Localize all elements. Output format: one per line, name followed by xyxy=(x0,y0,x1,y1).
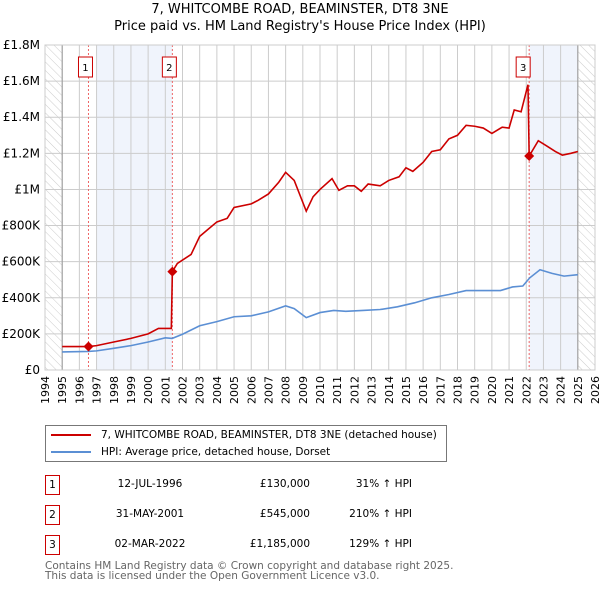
chart-title: 7, WHITCOMBE ROAD, BEAMINSTER, DT8 3NE xyxy=(151,2,449,17)
sale-label: 3 xyxy=(520,63,526,74)
price-chart: 1994 1995 1996 1997 1998 1999 2000 2001 2002 2003… xyxy=(2,38,600,404)
sale-price: £545,000 xyxy=(259,508,310,520)
sale-point xyxy=(167,266,178,277)
x-tick-label: 2018 xyxy=(452,376,465,404)
legend-item-hpi: HPI: Average price, detached house, Dors… xyxy=(46,444,330,460)
table-row: 2 31-MAY-2001 £545,000 210% ↑ HPI xyxy=(45,505,412,525)
x-tick-label: 2019 xyxy=(469,376,482,404)
legend-item-property: 7, WHITCOMBE ROAD, BEAMINSTER, DT8 3NE (… xyxy=(46,427,437,443)
table-row: 1 12-JUL-1996 £130,000 31% ↑ HPI xyxy=(45,475,412,495)
x-tick-label: 2002 xyxy=(177,376,190,404)
x-tick-label: 2023 xyxy=(537,376,550,404)
sale-label: 1 xyxy=(82,63,88,74)
x-tick-label: 2025 xyxy=(572,376,585,404)
sale-label-box xyxy=(161,56,177,78)
y-tick-label: £400K xyxy=(2,291,42,305)
x-tick-label: 2004 xyxy=(211,376,224,404)
y-tick-label: £1.6M xyxy=(3,74,40,88)
sale-number: 1 xyxy=(45,475,60,495)
chart-subtitle: Price paid vs. HM Land Registry's House … xyxy=(114,19,486,34)
hatched-region xyxy=(45,45,63,370)
y-tick-label: £1.4M xyxy=(3,110,40,124)
x-tick-label: 2000 xyxy=(142,376,155,404)
x-tick-label: 2010 xyxy=(314,376,327,404)
y-tick-label: £1.8M xyxy=(3,38,40,52)
shaded-period xyxy=(529,45,578,370)
x-tick-label: 2020 xyxy=(486,376,499,404)
x-tick-label: 2024 xyxy=(555,376,568,404)
y-tick-label: £800K xyxy=(2,219,42,233)
legend: 7, WHITCOMBE ROAD, BEAMINSTER, DT8 3NE (… xyxy=(45,425,447,462)
y-tick-label: £0 xyxy=(25,363,40,377)
y-tick-label: £600K xyxy=(2,255,42,269)
x-tick-label: 1996 xyxy=(73,376,86,404)
price-line xyxy=(62,84,579,348)
sale-label-box xyxy=(77,56,93,78)
y-tick-label: £200K xyxy=(2,327,42,341)
y-tick-label: £1M xyxy=(14,182,40,196)
x-tick-label: 2003 xyxy=(194,376,207,404)
sale-point xyxy=(83,341,94,352)
sale-hpi: 129% ↑ HPI xyxy=(349,538,412,550)
x-tick-label: 2022 xyxy=(520,376,533,404)
x-tick-label: 2007 xyxy=(262,376,275,404)
sale-point xyxy=(524,151,535,162)
x-tick-label: 2005 xyxy=(228,376,241,404)
x-tick-label: 2012 xyxy=(348,376,361,404)
plot-border xyxy=(44,44,596,371)
x-tick-label: 2008 xyxy=(280,376,293,404)
hpi-line xyxy=(62,268,578,353)
x-tick-label: 2014 xyxy=(383,376,396,404)
x-tick-label: 2013 xyxy=(366,376,379,404)
x-tick-label: 2001 xyxy=(159,376,172,404)
x-tick-label: 1994 xyxy=(39,376,52,404)
x-tick-label: 2011 xyxy=(331,376,344,404)
sale-hpi: 31% ↑ HPI xyxy=(355,478,412,490)
x-tick-label: 2021 xyxy=(503,376,516,404)
sale-number: 2 xyxy=(45,505,60,525)
sale-date: 12-JUL-1996 xyxy=(117,478,183,490)
x-tick-label: 2006 xyxy=(245,376,258,404)
shaded-period xyxy=(96,45,173,370)
sale-label-box xyxy=(515,56,531,78)
y-tick-label: £1.2M xyxy=(3,146,40,160)
sale-date: 31-MAY-2001 xyxy=(115,508,185,520)
x-tick-label: 2009 xyxy=(297,376,310,404)
footer-line: Contains HM Land Registry data © Crown c… xyxy=(45,560,454,572)
x-tick-label: 2026 xyxy=(589,376,600,404)
x-tick-label: 1999 xyxy=(125,376,138,404)
hatched-region xyxy=(577,45,595,370)
x-tick-label: 1998 xyxy=(108,376,121,404)
sale-hpi: 210% ↑ HPI xyxy=(349,508,412,520)
legend-label: HPI: Average price, detached house, Dors… xyxy=(101,446,331,458)
footer: Contains HM Land Registry data © Crown c… xyxy=(45,560,454,582)
sale-price: £130,000 xyxy=(259,478,310,490)
table-row: 3 02-MAR-2022 £1,185,000 129% ↑ HPI xyxy=(45,535,412,555)
footer-line: This data is licensed under the Open Gov… xyxy=(45,570,380,582)
sale-number: 3 xyxy=(45,535,60,555)
x-tick-label: 1995 xyxy=(56,376,69,404)
x-tick-label: 2015 xyxy=(400,376,413,404)
sale-label: 2 xyxy=(166,63,172,74)
sale-date: 02-MAR-2022 xyxy=(114,538,186,550)
sale-price: £1,185,000 xyxy=(249,538,310,550)
x-tick-label: 1997 xyxy=(91,376,104,404)
legend-label: 7, WHITCOMBE ROAD, BEAMINSTER, DT8 3NE (… xyxy=(101,429,437,441)
x-tick-label: 2017 xyxy=(434,376,447,404)
x-tick-label: 2016 xyxy=(417,376,430,404)
